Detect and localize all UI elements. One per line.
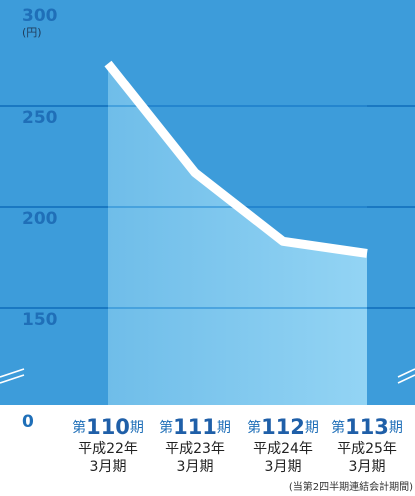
y-tick-label: 0 bbox=[22, 412, 34, 432]
x-sublabel: 3月期 bbox=[177, 459, 214, 475]
x-sublabel: 3月期 bbox=[265, 459, 302, 475]
x-sublabel: 平成25年 bbox=[337, 441, 397, 457]
x-tick-label: 第111期 bbox=[159, 415, 231, 439]
label-part: 110 bbox=[86, 415, 130, 439]
x-tick-label: 第110期 bbox=[72, 415, 144, 439]
footnote: (当第2四半期連結会計期間) bbox=[289, 480, 413, 493]
x-sublabel: 3月期 bbox=[349, 459, 386, 475]
plot bbox=[0, 60, 415, 405]
label-part: 期 bbox=[389, 420, 403, 436]
x-sublabel: 平成22年 bbox=[78, 441, 138, 457]
label-part: 第 bbox=[331, 419, 345, 436]
unit-label: (円) bbox=[22, 26, 42, 39]
y-tick-label: 300 bbox=[22, 6, 58, 26]
label-part: 第 bbox=[247, 419, 261, 436]
x-sublabel: 平成24年 bbox=[253, 441, 313, 457]
x-sublabel: 3月期 bbox=[90, 459, 127, 475]
label-part: 113 bbox=[345, 415, 389, 439]
x-tick-label: 第113期 bbox=[331, 415, 403, 439]
x-tick-label: 第112期 bbox=[247, 415, 319, 439]
label-part: 第 bbox=[72, 419, 86, 436]
axis-break bbox=[0, 368, 25, 384]
label-part: 111 bbox=[173, 415, 217, 439]
label-part: 期 bbox=[217, 420, 231, 436]
label-part: 期 bbox=[130, 420, 144, 436]
axis-break bbox=[397, 368, 415, 384]
x-sublabel: 平成23年 bbox=[165, 441, 225, 457]
line bbox=[104, 60, 368, 258]
label-part: 期 bbox=[305, 420, 319, 436]
y-tick-label: 200 bbox=[22, 209, 58, 229]
label-part: 第 bbox=[159, 419, 173, 436]
axis-break bbox=[396, 369, 415, 383]
y-tick-label: 250 bbox=[22, 108, 58, 128]
axis-break bbox=[0, 369, 25, 383]
label-part: 112 bbox=[261, 415, 305, 439]
y-tick-label: 150 bbox=[22, 310, 58, 330]
